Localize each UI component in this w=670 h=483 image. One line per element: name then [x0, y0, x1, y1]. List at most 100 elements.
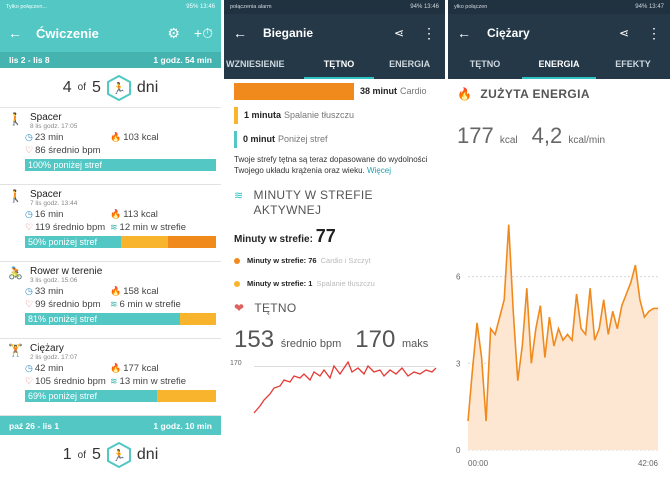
energy-line [467, 224, 658, 422]
zone-label: Cardio [400, 86, 427, 96]
goal-of: of [77, 82, 86, 93]
zone-segment [25, 313, 180, 325]
svg-text:🏃: 🏃 [112, 82, 126, 95]
zone-waves-icon: ≋ [234, 190, 244, 202]
weights-screen: yłko połączen 94% 13:47 ← Ciężary ⋖ ⋮ TĘ… [448, 0, 670, 483]
activity-zone: 6 min w strefie [119, 299, 181, 310]
zone-segment [156, 390, 216, 402]
legend-label: Minuty w strefie: 76 [247, 256, 317, 265]
tab-effects[interactable]: EFEKTY [615, 59, 651, 69]
app-bar: ← Ćwiczenie ⚙ +⏱ [0, 14, 221, 52]
goal-count: 4 [62, 78, 72, 96]
app-bar: ← Bieganie ⋖ ⋮ [224, 14, 445, 52]
zone-bar-label: 50% poniżej stref [28, 237, 98, 247]
share-icon[interactable]: ⋖ [618, 26, 629, 40]
status-time: 95% 13:46 [186, 4, 215, 10]
activity-item[interactable]: 🚶 Spacer 8 lis godz. 17:05 ◷ 23 min 🔥 103 … [0, 108, 221, 185]
activity-zone: 13 min w strefie [119, 376, 187, 387]
tab-heart-rate[interactable]: TĘTNO [469, 59, 501, 69]
goal-unit: dni [136, 78, 159, 96]
status-bar: Tylko połączen... 95% 13:46 [0, 0, 221, 14]
zone-segment [168, 236, 216, 248]
activity-header: 🚴 Rower w terenie 3 lis godz. 15:06 [8, 266, 213, 285]
activity-item[interactable]: 🏋 Ciężary 2 lis godz. 17:07 ◷ 42 min 🔥 177… [0, 339, 221, 416]
clock-icon: ◷ [25, 286, 33, 296]
flame-icon: 🔥 [110, 209, 122, 219]
tab-heart-rate[interactable]: TĘTNO [303, 52, 375, 79]
activity-hr-row: ♡ 86 średnio bpm [25, 144, 213, 157]
zone-bar [234, 106, 238, 124]
hr-axis-tick: 170 [230, 360, 242, 367]
prev-week-range-header: paź 26 - lis 1 1 godz. 10 min [0, 416, 221, 435]
gear-icon[interactable]: ⚙ [167, 24, 180, 41]
zone-list: 38 minut Cardio 1 minuta Spalanie tłuszc… [224, 82, 445, 148]
status-carrier: Tylko połączen... [6, 4, 47, 10]
page-title: Ćwiczenie [36, 25, 99, 41]
activity-stats-row: ◷ 33 min 🔥 158 kcal [25, 285, 213, 298]
tab-elevation[interactable]: WZNIESIENIE [226, 59, 285, 69]
flame-icon: 🔥 [110, 132, 122, 142]
activity-hr: 105 średnio bpm [35, 376, 106, 387]
zone-segment [25, 236, 121, 248]
svg-text:🏃: 🏃 [112, 449, 126, 462]
page-title: Ciężary [487, 26, 530, 40]
kcal-unit: kcal [499, 135, 518, 146]
activity-kcal: 103 kcal [123, 132, 159, 143]
heart-rate-stats: 153 średnio bpm 170 maks [224, 322, 445, 358]
back-arrow-icon[interactable]: ← [457, 25, 471, 41]
clock-icon: ◷ [25, 363, 33, 373]
legend-label: Minuty w strefie: 1 [247, 279, 313, 288]
zone-bar [234, 130, 237, 148]
back-arrow-icon[interactable]: ← [233, 25, 247, 41]
runner-badge-icon: 🏃 [106, 442, 131, 468]
legend-sub: Spalanie tłuszczu [316, 279, 375, 288]
zone-value: 1 minuta [244, 110, 282, 120]
activity-header: 🏋 Ciężary 2 lis godz. 17:07 [8, 343, 213, 362]
hr-line [253, 360, 437, 414]
activity-item[interactable]: 🚶 Spacer 7 lis godz. 13:44 ◷ 16 min 🔥 113 … [0, 185, 221, 262]
back-arrow-icon[interactable]: ← [8, 25, 22, 41]
activity-list: 🚶 Spacer 8 lis godz. 17:05 ◷ 23 min 🔥 103 … [0, 108, 221, 416]
more-link[interactable]: Więcej [366, 166, 391, 175]
prev-week-range: paź 26 - lis 1 [9, 420, 60, 431]
flame-icon: 🔥 [457, 87, 473, 101]
clock-icon: ◷ [25, 132, 33, 142]
activity-stats-row: ◷ 16 min 🔥 113 kcal [25, 208, 213, 221]
activity-date: 3 lis godz. 15:06 [30, 277, 78, 284]
activity-item[interactable]: 🚴 Rower w terenie 3 lis godz. 15:06 ◷ 33 … [0, 262, 221, 339]
zone-bar-label: 69% poniżej stref [28, 391, 98, 401]
activity-duration: 23 min [34, 132, 64, 143]
activity-duration: 42 min [34, 363, 64, 374]
activity-name: Ciężary [30, 343, 64, 354]
more-vert-icon[interactable]: ⋮ [422, 24, 436, 41]
status-time: 94% 13:47 [635, 4, 664, 10]
activity-type-icon: 🚴 [8, 266, 23, 280]
activity-date: 8 lis godz. 17:05 [30, 123, 78, 130]
tab-energy[interactable]: ENERGIA [389, 59, 431, 69]
tab-energy[interactable]: ENERGIA [522, 52, 596, 79]
flame-icon: 🔥 [110, 363, 122, 373]
zone-segment [120, 236, 169, 248]
share-icon[interactable]: ⋖ [393, 26, 404, 40]
heart-rate-header: ❤ TĘTNO [224, 295, 445, 322]
activity-hr-row: ♡ 99 średnio bpm ≋ 6 min w strefie [25, 298, 213, 311]
clock-icon: ◷ [25, 209, 33, 219]
status-time: 94% 13:46 [410, 4, 439, 10]
active-minutes-total: Minuty w strefie: 77 [224, 224, 445, 249]
activity-type-icon: 🚶 [8, 189, 23, 203]
activity-header: 🚶 Spacer 8 lis godz. 17:05 [8, 112, 213, 131]
add-timer-icon[interactable]: +⏱ [193, 24, 213, 41]
week-range: lis 2 - lis 8 [9, 55, 50, 65]
minutes-value: 77 [315, 226, 336, 246]
activity-kcal: 177 kcal [123, 363, 159, 374]
activity-hr: 119 średnio bpm [35, 222, 106, 233]
energy-title: ZUŻYTA ENERGIA [480, 87, 590, 101]
more-vert-icon[interactable]: ⋮ [647, 24, 661, 41]
heart-icon: ♡ [25, 222, 34, 232]
prev-goal-count: 1 [62, 446, 72, 463]
prev-goal-unit: dni [136, 446, 159, 463]
zones-note: Twoje strefy tętna są teraz dopasowane d… [224, 148, 445, 182]
heart-icon: ♡ [25, 299, 34, 309]
zone-bar-label: 100% poniżej stref [28, 160, 103, 170]
activity-name: Spacer [30, 112, 62, 123]
